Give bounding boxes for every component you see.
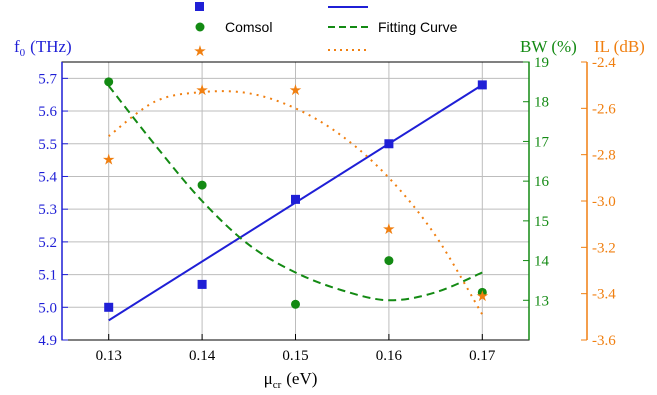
f0-tick-label: 5.3 xyxy=(38,202,57,218)
f0-data-point xyxy=(291,194,300,204)
x-axis-title: μcr (eV) xyxy=(264,369,318,391)
x-axis-title-main: μ xyxy=(264,369,273,388)
bw-data-point xyxy=(104,77,114,87)
x-tick-label: 0.13 xyxy=(96,348,122,364)
il-tick-label: -2.6 xyxy=(592,101,616,117)
bw-data-point xyxy=(384,256,394,266)
il-tick-label: -3.0 xyxy=(592,194,616,210)
legend-label-comsol: Comsol xyxy=(225,19,272,35)
f0-tick-label: 5.2 xyxy=(38,235,57,251)
f0-tick-label: 5.1 xyxy=(38,268,57,284)
il-tick-label: -3.4 xyxy=(592,287,616,303)
bw-tick-label: 18 xyxy=(534,95,549,111)
il-data-point: ★ xyxy=(289,81,302,99)
il-data-point: ★ xyxy=(102,150,115,168)
f0-data-point xyxy=(384,139,394,149)
f0-tick-label: 5.5 xyxy=(38,137,57,153)
bw-data-point xyxy=(197,180,207,190)
f0-data-point xyxy=(477,80,487,90)
bw-tick-label: 14 xyxy=(534,254,550,270)
f0-data-point xyxy=(197,279,207,289)
legend-marker-star: ★ xyxy=(193,42,206,60)
x-axis-title-unit: (eV) xyxy=(286,369,317,388)
legend-label-fitting: Fitting Curve xyxy=(378,19,458,35)
y-axis-title-f0-main: f xyxy=(14,37,20,56)
y-axis-title-f0-sub: 0 xyxy=(20,47,26,59)
bw-data-point xyxy=(477,287,487,297)
data-markers: ★ ★ ★ ★ ★ xyxy=(102,77,489,312)
x-tick-label: 0.14 xyxy=(189,348,216,364)
il-tick-label: -3.2 xyxy=(592,240,616,256)
bw-tick-label: 16 xyxy=(534,174,550,190)
legend: ★ Comsol Fitting Curve xyxy=(193,2,458,60)
bw-tick-label: 13 xyxy=(534,293,549,309)
il-fit-curve xyxy=(108,90,484,316)
il-tick-label: -2.4 xyxy=(592,55,616,71)
f0-tick-label: 5.7 xyxy=(38,71,57,87)
bw-tick-label: 19 xyxy=(534,55,549,71)
f0-data-point xyxy=(104,302,114,312)
il-tick-label: -3.6 xyxy=(592,333,616,349)
x-axis-title-sub: cr xyxy=(273,379,282,391)
f0-tick-label: 5.0 xyxy=(38,300,57,316)
y-axis-title-f0-unit: (THz) xyxy=(30,37,72,56)
y-axis-title-il: IL (dB) xyxy=(594,37,645,56)
axes xyxy=(61,61,588,341)
f0-tick-label: 4.9 xyxy=(38,333,57,349)
il-data-point: ★ xyxy=(195,81,208,99)
il-data-point: ★ xyxy=(382,220,395,238)
x-tick-label: 0.15 xyxy=(282,348,308,364)
bw-data-point xyxy=(291,299,300,309)
il-data-point: ★ xyxy=(476,287,489,305)
bw-fit-curve xyxy=(107,85,483,302)
legend-marker-circle xyxy=(195,22,205,32)
x-tick-label: 0.17 xyxy=(469,348,496,364)
tick-labels: 0.13 0.14 0.15 0.16 0.17 4.9 5.0 5.1 5.2 5.3 5.4 5.… xyxy=(38,55,616,364)
bw-tick-label: 17 xyxy=(534,134,550,150)
f0-tick-label: 5.6 xyxy=(38,104,57,120)
y-axis-title-bw: BW (%) xyxy=(520,37,577,56)
f0-tick-label: 5.4 xyxy=(38,169,57,185)
legend-marker-square xyxy=(195,2,204,11)
bw-tick-label: 15 xyxy=(534,214,549,230)
y-axis-title-f0: f0 (THz) xyxy=(14,37,72,59)
x-tick-label: 0.16 xyxy=(376,348,403,364)
il-tick-label: -2.8 xyxy=(592,148,616,164)
